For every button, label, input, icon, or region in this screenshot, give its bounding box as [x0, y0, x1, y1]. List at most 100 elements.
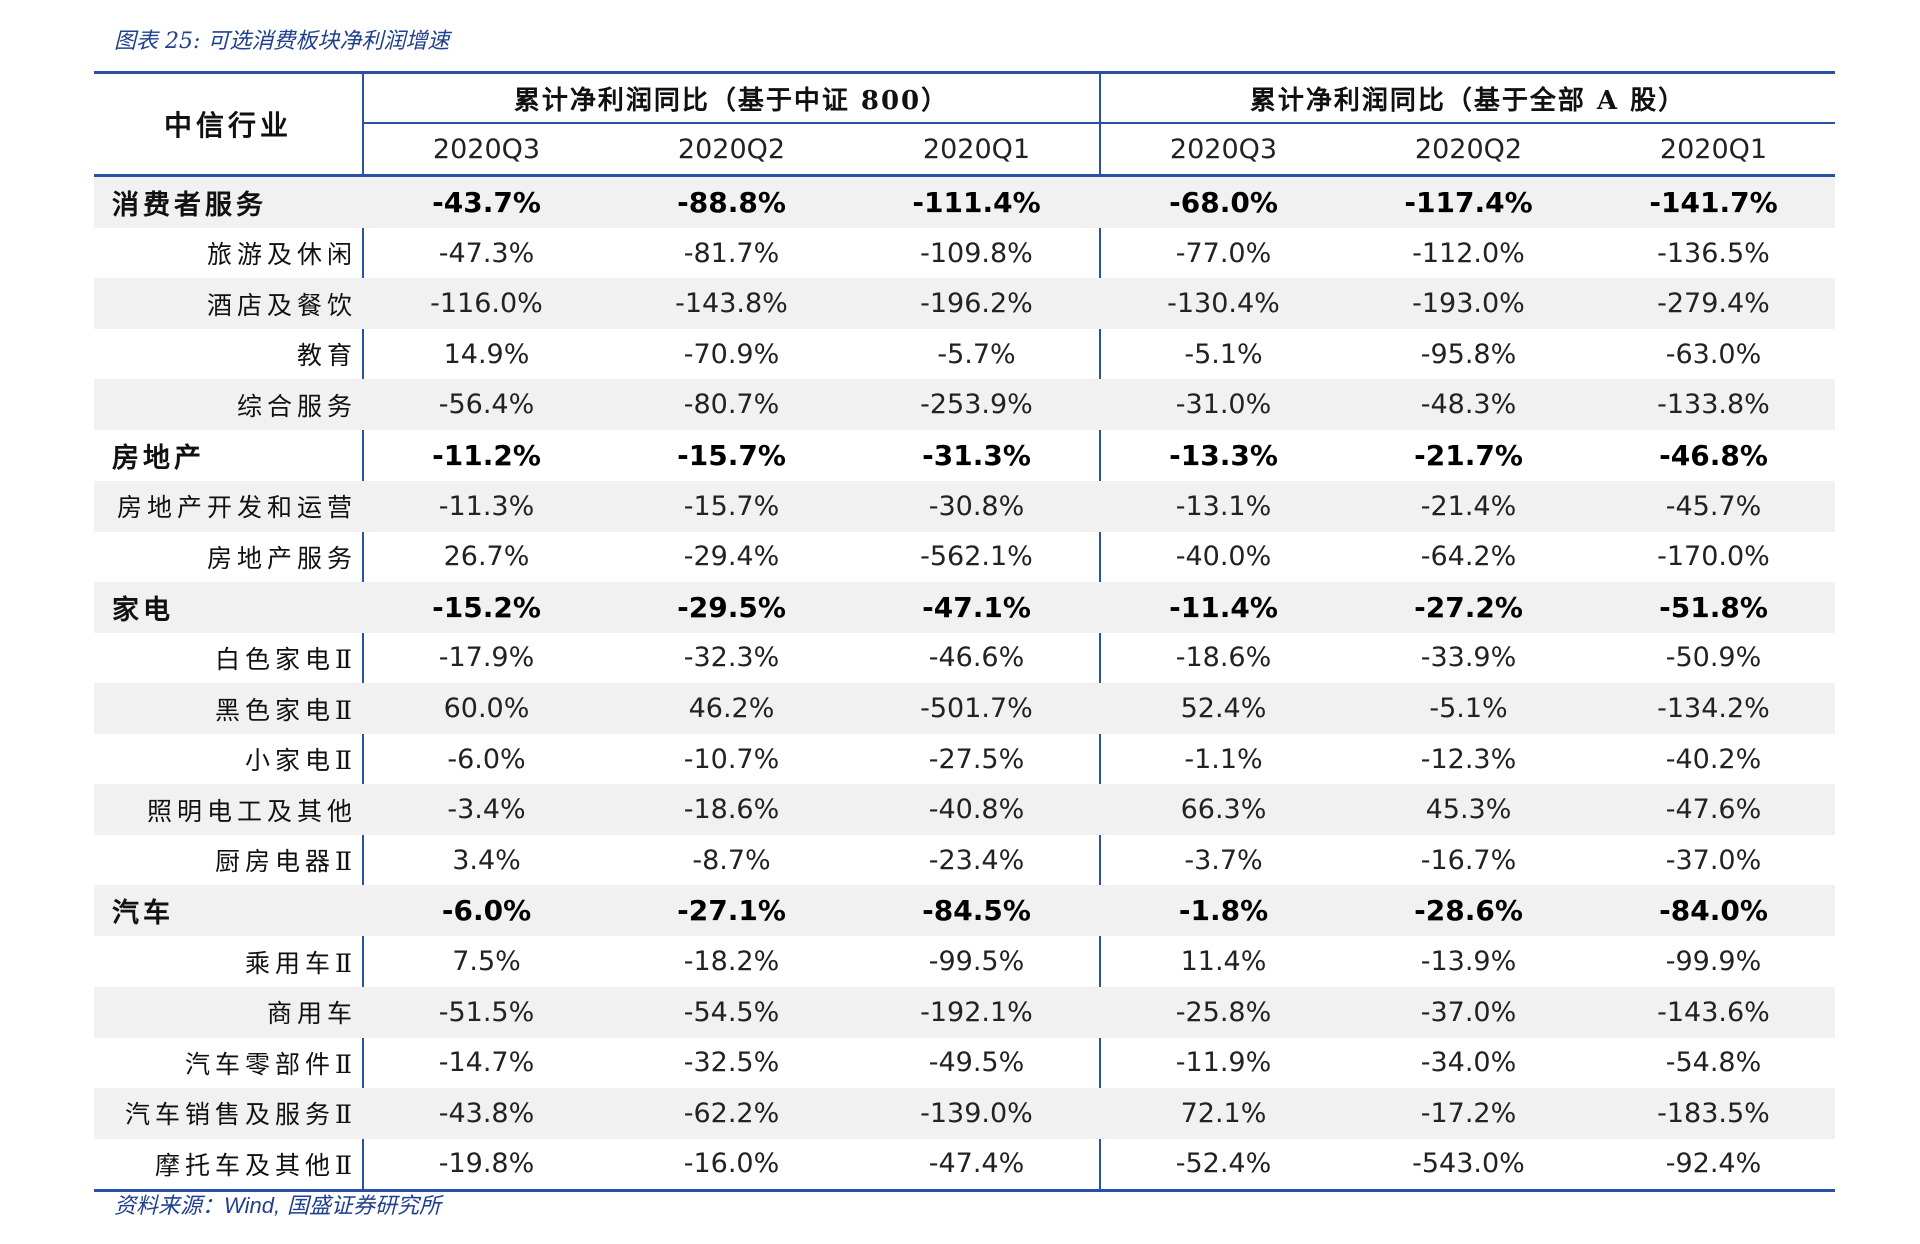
header-bottom-rule: [94, 174, 1835, 177]
value-cell: -27.5%: [928, 743, 1025, 775]
industry-name: 小家电Ⅱ: [245, 746, 357, 776]
value-cell: -43.8%: [438, 1097, 535, 1129]
table-row: 汽车销售及服务Ⅱ -43.8% -62.2% -139.0% 72.1% -17.2% -1…: [94, 1087, 1835, 1139]
value-cell: -50.9%: [1665, 642, 1762, 674]
quarter-header: 2020Q2: [1414, 133, 1523, 165]
category-name: 消费者服务: [112, 190, 267, 221]
value-cell: -183.5%: [1657, 1097, 1770, 1129]
value-cell: -31.0%: [1175, 389, 1272, 421]
value-cell: -99.5%: [928, 946, 1025, 977]
table-bottom-rule: [94, 1189, 1835, 1192]
value-cell: 14.9%: [443, 338, 530, 370]
value-cell: -15.7%: [677, 439, 786, 472]
value-cell: -31.3%: [922, 439, 1031, 472]
industry-name: 摩托车及其他Ⅱ: [155, 1150, 357, 1180]
quarter-header: 2020Q1: [1659, 133, 1768, 165]
table-row: 黑色家电Ⅱ 60.0% 46.2% -501.7% 52.4% -5.1% -134.2%: [94, 683, 1835, 734]
value-cell: -116.0%: [430, 288, 543, 320]
table-row: 酒店及餐饮 -116.0% -143.8% -196.2% -130.4% -193.0%…: [94, 278, 1835, 330]
value-cell: -133.8%: [1657, 389, 1770, 421]
value-cell: -130.4%: [1167, 288, 1280, 320]
value-cell: -15.2%: [432, 590, 541, 624]
value-cell: -40.0%: [1175, 541, 1272, 573]
table-row: 乘用车Ⅱ 7.5% -18.2% -99.5% 11.4% -13.9% -99.9%: [94, 936, 1835, 987]
value-cell: -47.3%: [438, 237, 535, 269]
industry-name: 酒店及餐饮: [206, 290, 357, 320]
value-cell: -139.0%: [920, 1097, 1033, 1129]
value-cell: -6.0%: [447, 743, 526, 775]
value-cell: -62.2%: [683, 1097, 780, 1129]
value-cell: -111.4%: [912, 186, 1041, 219]
category-row: 家电 -15.2% -29.5% -47.1% -11.4% -27.2% -51.8%: [94, 581, 1835, 633]
value-cell: -109.8%: [920, 237, 1033, 269]
source-note: 资料来源：Wind, 国盛证券研究所: [114, 1186, 441, 1226]
industry-name: 乘用车Ⅱ: [245, 948, 357, 978]
value-cell: -18.2%: [683, 946, 780, 977]
value-cell: -54.5%: [683, 996, 780, 1028]
value-cell: -12.3%: [1420, 743, 1517, 775]
value-cell: -13.1%: [1175, 490, 1272, 522]
value-cell: -18.6%: [683, 794, 780, 826]
value-cell: -43.7%: [432, 186, 541, 219]
value-cell: 46.2%: [688, 693, 775, 724]
value-cell: -46.6%: [928, 642, 1025, 674]
industry-name: 照明电工及其他: [146, 796, 357, 826]
value-cell: -13.3%: [1169, 439, 1278, 472]
profit-growth-table: 中信行业 累计净利润同比（基于中证 800） 累计净利润同比（基于全部 A 股）…: [94, 71, 1835, 1192]
value-cell: 66.3%: [1180, 794, 1267, 826]
value-cell: -99.9%: [1665, 946, 1762, 977]
value-cell: -136.5%: [1657, 237, 1770, 269]
industry-name: 汽车零部件Ⅱ: [185, 1049, 357, 1079]
table-row: 旅游及休闲 -47.3% -81.7% -109.8% -77.0% -112.0% -13…: [94, 228, 1835, 279]
value-cell: -92.4%: [1665, 1148, 1762, 1180]
industry-name: 房地产服务: [206, 543, 357, 573]
group-header-rule: [362, 122, 1835, 124]
value-cell: -29.4%: [683, 541, 780, 573]
value-cell: -40.2%: [1665, 743, 1762, 775]
source-suffix: 国盛证券研究所: [280, 1194, 442, 1219]
value-cell: -54.8%: [1665, 1047, 1762, 1079]
value-cell: -501.7%: [920, 693, 1033, 724]
industry-name: 汽车销售及服务Ⅱ: [125, 1100, 357, 1130]
industry-name: 白色家电Ⅱ: [215, 644, 357, 674]
value-cell: -64.2%: [1420, 541, 1517, 573]
value-cell: -47.4%: [928, 1148, 1025, 1180]
value-cell: -63.0%: [1665, 338, 1762, 370]
value-cell: -13.9%: [1420, 946, 1517, 977]
value-cell: -84.5%: [922, 894, 1031, 928]
value-cell: -192.1%: [920, 996, 1033, 1028]
category-name: 汽车: [112, 898, 174, 930]
value-cell: -16.7%: [1420, 844, 1517, 876]
source-prefix: 资料来源：: [114, 1194, 225, 1219]
value-cell: -27.1%: [677, 894, 786, 928]
value-cell: -193.0%: [1412, 288, 1525, 320]
value-cell: 26.7%: [443, 541, 530, 573]
value-cell: -81.7%: [683, 237, 780, 269]
value-cell: -16.0%: [683, 1148, 780, 1180]
value-cell: -77.0%: [1175, 237, 1272, 269]
value-cell: 72.1%: [1180, 1097, 1267, 1129]
value-cell: 7.5%: [452, 946, 521, 977]
value-cell: -543.0%: [1412, 1148, 1525, 1180]
industry-name: 综合服务: [236, 391, 357, 421]
value-cell: -47.6%: [1665, 794, 1762, 826]
value-cell: 11.4%: [1180, 946, 1267, 977]
value-cell: -70.9%: [683, 338, 780, 370]
value-cell: -34.0%: [1420, 1047, 1517, 1079]
value-cell: -18.6%: [1175, 642, 1272, 674]
value-cell: -3.7%: [1184, 844, 1263, 876]
value-cell: -30.8%: [928, 490, 1025, 522]
value-cell: -37.0%: [1420, 996, 1517, 1028]
value-cell: -11.3%: [438, 490, 535, 522]
value-cell: -112.0%: [1412, 237, 1525, 269]
value-cell: -117.4%: [1404, 186, 1533, 219]
value-cell: -21.4%: [1420, 490, 1517, 522]
table-row: 照明电工及其他 -3.4% -18.6% -40.8% 66.3% 45.3% -47.6%: [94, 784, 1835, 836]
value-cell: -143.8%: [675, 288, 788, 320]
value-cell: -170.0%: [1657, 541, 1770, 573]
value-cell: -51.8%: [1659, 590, 1768, 624]
value-cell: -95.8%: [1420, 338, 1517, 370]
value-cell: -49.5%: [928, 1047, 1025, 1079]
table-row: 房地产服务 26.7% -29.4% -562.1% -40.0% -64.2% -170.…: [94, 531, 1835, 582]
value-cell: -1.1%: [1184, 743, 1263, 775]
